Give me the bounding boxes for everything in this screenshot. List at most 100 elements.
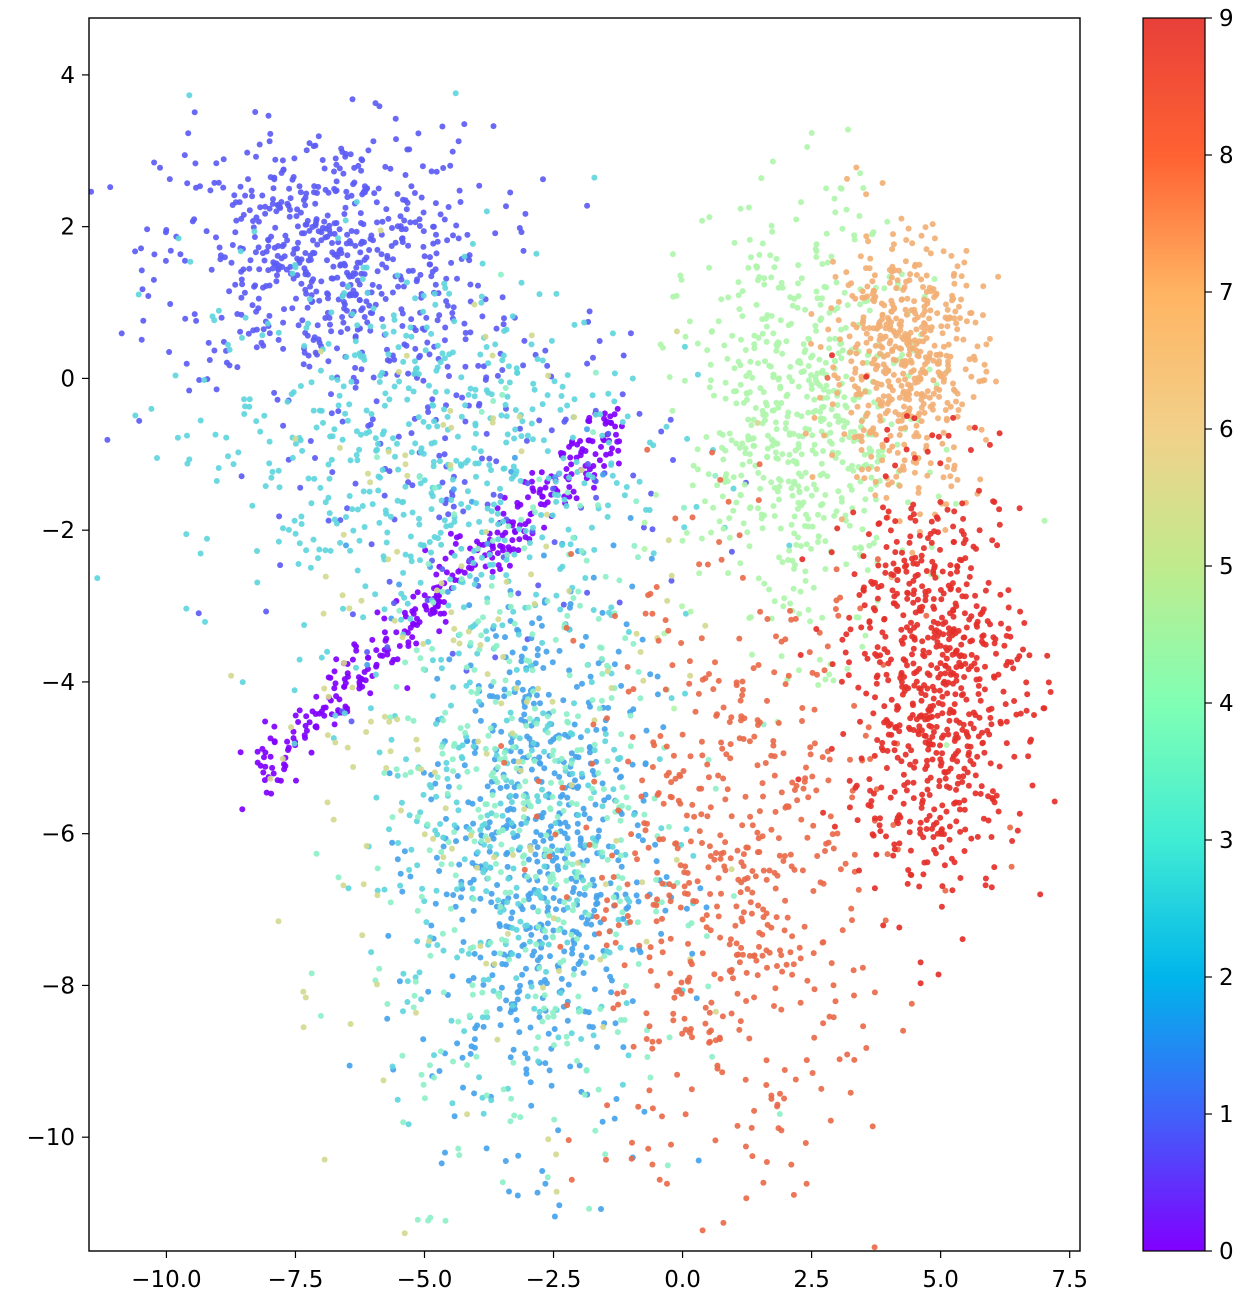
data-point-class-8 xyxy=(664,1180,670,1187)
data-point-class-8 xyxy=(820,1020,827,1027)
data-point-class-8 xyxy=(610,1005,617,1012)
data-point-class-1 xyxy=(486,455,493,462)
data-point-class-6 xyxy=(489,419,496,426)
data-point-class-3 xyxy=(622,851,629,858)
data-point-class-3 xyxy=(611,398,618,405)
data-point-class-8 xyxy=(768,826,775,833)
data-point-class-5 xyxy=(819,295,825,302)
data-point-class-3 xyxy=(212,431,219,438)
data-point-class-0 xyxy=(271,723,278,730)
data-point-class-5 xyxy=(841,394,848,401)
data-point-class-2 xyxy=(538,622,545,629)
data-point-class-6 xyxy=(449,845,455,852)
data-point-class-2 xyxy=(477,895,484,902)
data-point-class-3 xyxy=(730,485,737,492)
data-point-class-8 xyxy=(722,796,729,803)
data-point-class-1 xyxy=(352,384,359,391)
data-point-class-6 xyxy=(456,640,463,647)
data-point-class-7 xyxy=(981,361,988,368)
data-point-class-4 xyxy=(438,743,445,750)
data-point-class-3 xyxy=(485,360,492,367)
data-point-class-0 xyxy=(585,437,592,444)
data-point-class-3 xyxy=(466,679,473,686)
data-point-class-2 xyxy=(618,863,625,870)
data-point-class-4 xyxy=(456,1152,463,1159)
data-point-class-0 xyxy=(362,677,369,684)
data-point-class-3 xyxy=(419,885,426,892)
data-point-class-8 xyxy=(709,449,716,456)
data-point-class-0 xyxy=(436,592,442,599)
data-point-class-7 xyxy=(942,314,949,321)
data-point-class-8 xyxy=(834,830,841,837)
data-point-class-7 xyxy=(958,296,965,303)
data-point-class-1 xyxy=(420,228,427,235)
data-point-class-3 xyxy=(407,533,414,540)
data-point-class-3 xyxy=(511,551,518,558)
data-point-class-2 xyxy=(514,1192,521,1199)
data-point-class-5 xyxy=(722,447,729,454)
data-point-class-6 xyxy=(528,332,535,339)
data-point-class-5 xyxy=(823,185,830,192)
data-point-class-4 xyxy=(494,764,501,771)
data-point-class-3 xyxy=(539,534,546,541)
data-point-class-7 xyxy=(930,377,937,384)
data-point-class-6 xyxy=(394,716,401,723)
data-point-class-3 xyxy=(284,398,291,405)
data-point-class-3 xyxy=(460,604,467,611)
data-point-class-8 xyxy=(655,790,662,796)
data-point-class-1 xyxy=(352,480,359,487)
data-point-class-6 xyxy=(483,528,489,535)
data-point-class-1 xyxy=(446,373,452,379)
data-point-class-1 xyxy=(366,302,373,309)
data-point-class-2 xyxy=(428,796,435,803)
data-point-class-4 xyxy=(533,941,540,948)
data-point-class-0 xyxy=(414,615,420,622)
data-point-class-3 xyxy=(430,693,436,699)
data-point-class-2 xyxy=(608,989,615,996)
data-point-class-3 xyxy=(380,323,387,330)
data-point-class-8 xyxy=(718,739,725,746)
data-point-class-5 xyxy=(641,546,648,552)
data-point-class-2 xyxy=(511,784,518,791)
data-point-class-9 xyxy=(880,504,886,511)
data-point-class-8 xyxy=(719,1013,726,1020)
data-point-class-3 xyxy=(571,396,578,403)
data-point-class-3 xyxy=(536,892,543,899)
data-point-class-6 xyxy=(543,543,550,550)
data-point-class-7 xyxy=(913,347,920,354)
data-point-class-3 xyxy=(405,421,412,428)
data-point-class-4 xyxy=(595,770,602,777)
data-point-class-3 xyxy=(458,545,465,552)
data-point-class-4 xyxy=(535,923,542,930)
data-point-class-8 xyxy=(624,913,631,919)
data-point-class-5 xyxy=(789,557,796,564)
data-point-class-5 xyxy=(844,302,851,309)
data-point-class-1 xyxy=(392,115,399,122)
data-point-class-2 xyxy=(615,857,622,864)
data-point-class-1 xyxy=(499,367,506,373)
data-point-class-2 xyxy=(471,1044,478,1051)
data-point-class-7 xyxy=(924,388,931,395)
data-point-class-8 xyxy=(772,808,779,815)
data-point-class-8 xyxy=(779,968,786,975)
data-point-class-6 xyxy=(483,750,490,757)
data-point-class-6 xyxy=(332,739,339,746)
data-point-class-0 xyxy=(302,722,309,729)
data-point-class-8 xyxy=(706,1009,713,1016)
data-point-class-7 xyxy=(954,326,961,333)
data-point-class-4 xyxy=(455,1018,462,1025)
data-point-class-6 xyxy=(545,1136,552,1143)
data-point-class-8 xyxy=(760,1179,767,1186)
data-point-class-2 xyxy=(461,762,468,769)
data-point-class-5 xyxy=(815,511,821,518)
data-point-class-4 xyxy=(602,1151,609,1158)
data-point-class-3 xyxy=(429,657,436,664)
data-point-class-3 xyxy=(479,1014,486,1021)
data-point-class-8 xyxy=(738,859,745,866)
data-point-class-2 xyxy=(593,895,600,901)
data-point-class-2 xyxy=(654,691,661,698)
data-point-class-6 xyxy=(498,700,505,707)
data-point-class-6 xyxy=(438,580,445,587)
data-point-class-6 xyxy=(317,348,324,355)
data-point-class-8 xyxy=(615,922,622,929)
